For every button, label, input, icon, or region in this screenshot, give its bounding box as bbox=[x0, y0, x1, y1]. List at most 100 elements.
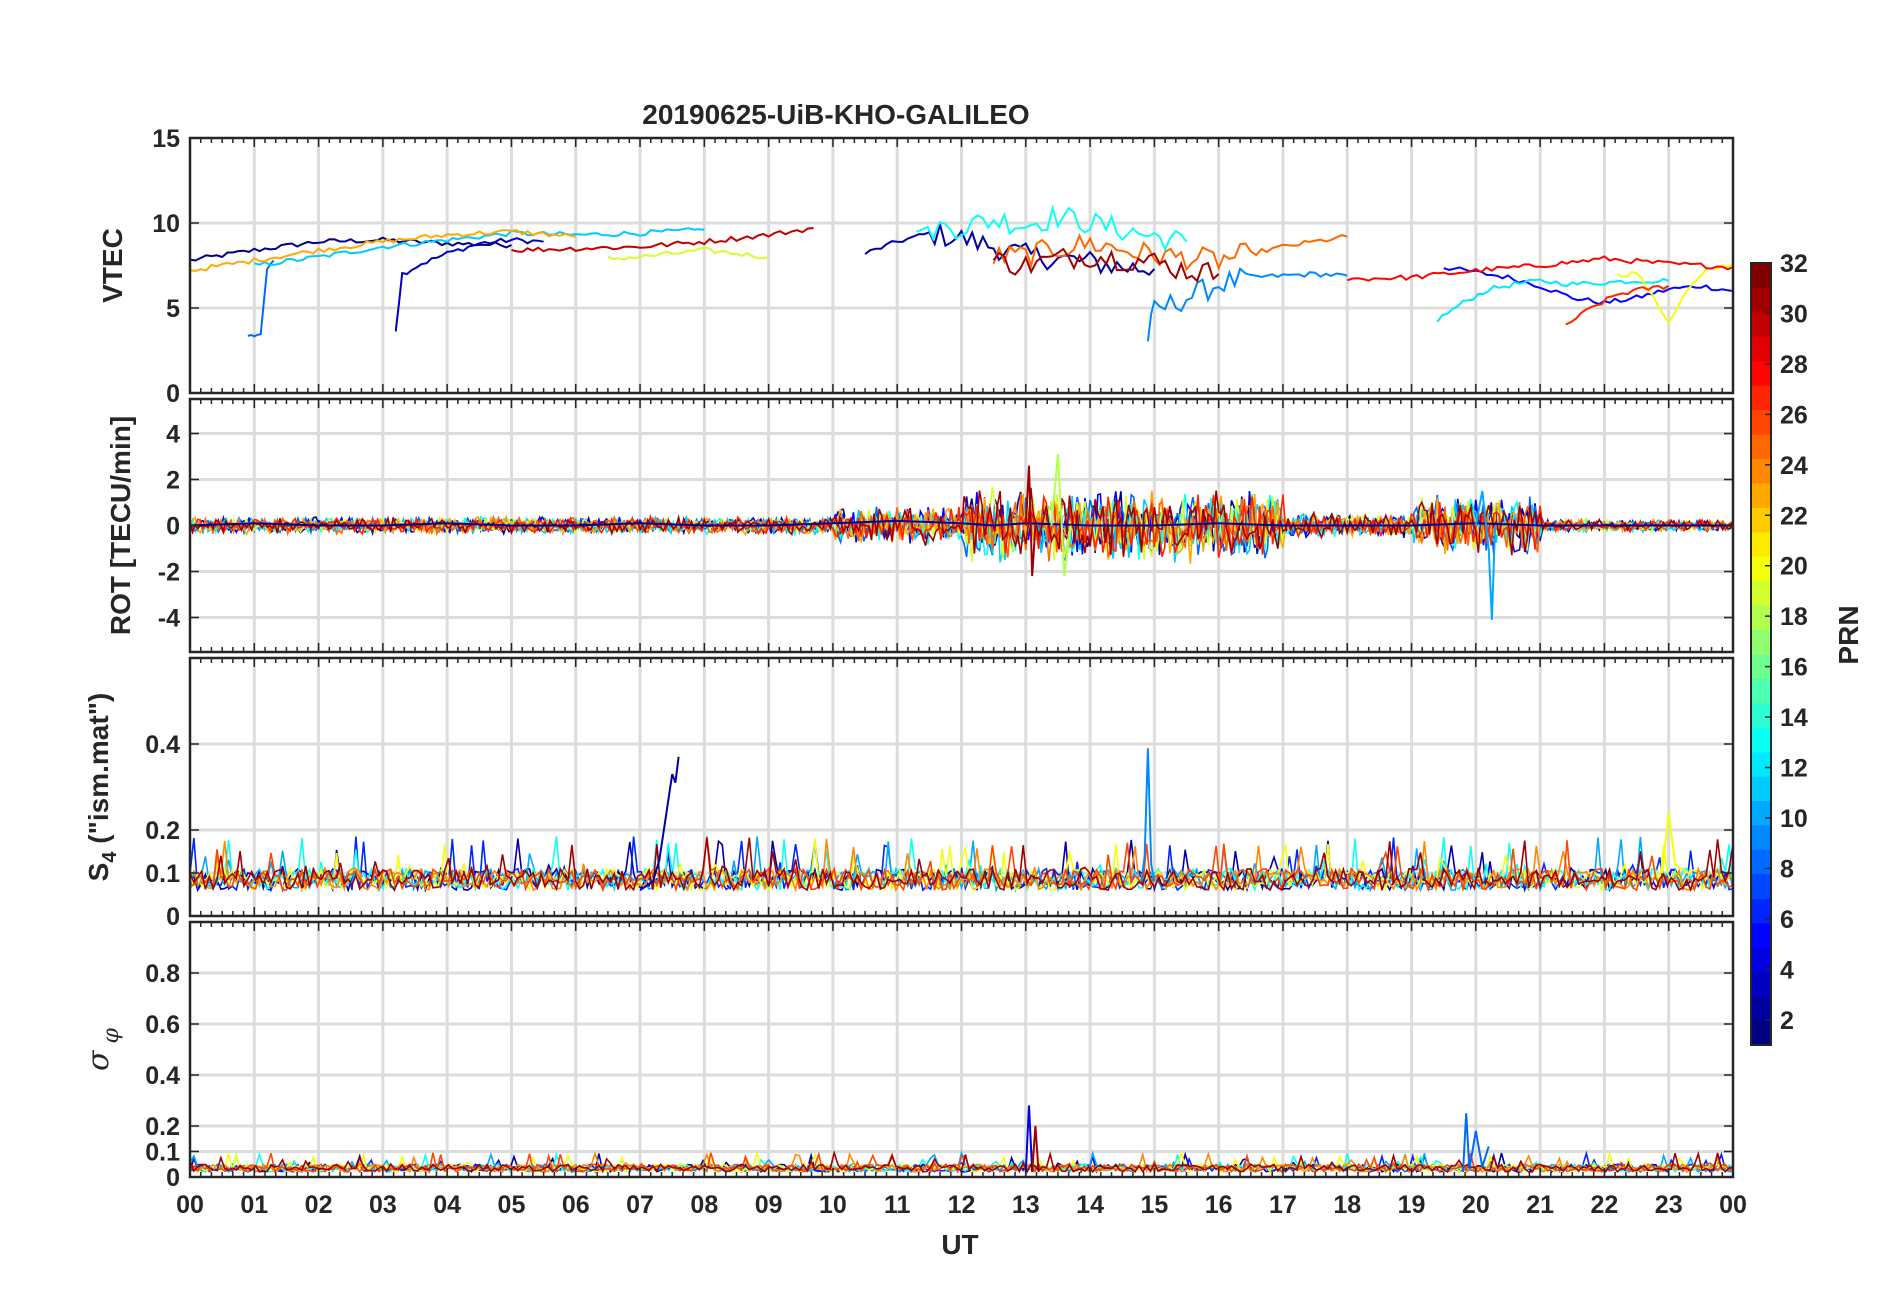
colorbar-box bbox=[1750, 262, 1772, 1046]
y-axis-label: S4 ("ism.mat") bbox=[83, 693, 121, 882]
x-tick-label: 10 bbox=[819, 1191, 847, 1219]
x-tick-label: 01 bbox=[240, 1191, 268, 1219]
x-tick-label: 21 bbox=[1526, 1191, 1554, 1219]
colorbar-segment bbox=[1751, 971, 1771, 997]
colorbar-tick-label: 30 bbox=[1780, 300, 1808, 328]
series-prn-9 bbox=[1140, 748, 1156, 882]
y-axis-label: σ φ bbox=[81, 1027, 124, 1070]
series-prn-31 bbox=[1024, 465, 1037, 577]
y-tick-label: -4 bbox=[158, 605, 180, 633]
y-tick-label: 0 bbox=[166, 903, 180, 931]
y-tick-label: 0.1 bbox=[145, 860, 180, 888]
x-tick-label: 05 bbox=[498, 1191, 526, 1219]
series-prn-20 bbox=[1661, 812, 1689, 874]
colorbar-tick-label: 16 bbox=[1780, 654, 1808, 682]
baseline-trace bbox=[190, 837, 1733, 892]
colorbar-segment bbox=[1751, 507, 1771, 533]
colorbar-segment bbox=[1751, 434, 1771, 459]
x-tick-label: 08 bbox=[690, 1191, 718, 1219]
colorbar-tick-label: 18 bbox=[1780, 603, 1808, 631]
x-tick-label: 04 bbox=[433, 1191, 461, 1219]
x-tick-label: 00 bbox=[1719, 1191, 1747, 1219]
colorbar-label: PRN bbox=[1833, 605, 1864, 664]
x-tick-label: 20 bbox=[1462, 1191, 1490, 1219]
colorbar-segment bbox=[1751, 996, 1771, 1022]
colorbar-segment bbox=[1751, 898, 1771, 924]
y-tick-label: 0.6 bbox=[145, 1011, 180, 1039]
y-tick-label: 0.4 bbox=[145, 731, 180, 759]
y-tick-label: 4 bbox=[166, 421, 180, 449]
y-tick-label: 15 bbox=[152, 125, 180, 153]
series-prn-27 bbox=[1565, 284, 1670, 326]
colorbar-segment bbox=[1751, 751, 1771, 777]
colorbar-segment bbox=[1751, 556, 1771, 582]
x-tick-label: 13 bbox=[1012, 1191, 1040, 1219]
colorbar-tick-label: 20 bbox=[1780, 553, 1808, 581]
colorbar-tick-label: 28 bbox=[1780, 351, 1808, 379]
colorbar-segment bbox=[1751, 873, 1771, 899]
y-tick-label: 10 bbox=[152, 210, 180, 238]
colorbar-segment bbox=[1751, 800, 1771, 826]
x-tick-label: 23 bbox=[1655, 1191, 1683, 1219]
colorbar-segment bbox=[1751, 947, 1771, 973]
series-prn-25 bbox=[992, 233, 1348, 272]
y-axis-label: VTEC bbox=[97, 228, 128, 303]
colorbar-segment bbox=[1751, 311, 1771, 337]
series-prn-10 bbox=[1474, 490, 1497, 620]
x-tick-label: 19 bbox=[1398, 1191, 1426, 1219]
x-tick-label: 02 bbox=[305, 1191, 333, 1219]
s4-panel: 0 0.1 0.2 0.4 S4 ("ism.mat") bbox=[83, 656, 1735, 931]
y-tick-label: 0.2 bbox=[145, 817, 180, 845]
rot-trace bbox=[190, 487, 1733, 557]
colorbar-segment bbox=[1751, 580, 1771, 606]
series-prn-5 bbox=[1443, 266, 1733, 306]
colorbar-tick-label: 14 bbox=[1780, 704, 1808, 732]
colorbar-segment bbox=[1751, 702, 1771, 728]
series-prn-4 bbox=[1024, 1105, 1034, 1172]
x-tick-label: 15 bbox=[1140, 1191, 1168, 1219]
vtec-panel: 0 5 10 15 VTEC bbox=[97, 125, 1735, 408]
series-prn-2 bbox=[639, 756, 680, 892]
colorbar-segment bbox=[1751, 1020, 1771, 1046]
x-tick-label: 07 bbox=[626, 1191, 654, 1219]
y-tick-label: -2 bbox=[158, 559, 180, 587]
colorbar-tick-label: 10 bbox=[1780, 805, 1808, 833]
x-tick-label: 12 bbox=[948, 1191, 976, 1219]
colorbar-segment bbox=[1751, 654, 1771, 679]
colorbar-segment bbox=[1751, 922, 1771, 948]
y-tick-label: 0.2 bbox=[145, 1113, 180, 1141]
colorbar-segment bbox=[1751, 727, 1771, 753]
x-tick-labels: 00 01 02 03 04 05 06 07 08 09 10 11 12 13 14 15 16 17 18 19… bbox=[176, 1191, 1747, 1219]
sigma-phi-panel: 00.10.2 0.4 0.6 0.8 σ φ bbox=[81, 920, 1735, 1192]
x-tick-label: 16 bbox=[1205, 1191, 1233, 1219]
colorbar-tick-label: 24 bbox=[1780, 452, 1808, 480]
y-axis-label: ROT [TECU/min] bbox=[105, 416, 136, 635]
colorbar-segment bbox=[1751, 385, 1771, 411]
series-prn-28 bbox=[1346, 255, 1733, 282]
y-tick-label: 0 bbox=[166, 1164, 180, 1192]
x-tick-label: 00 bbox=[176, 1191, 204, 1219]
series-prn-23 bbox=[190, 229, 576, 273]
series-prn-19 bbox=[607, 246, 769, 261]
series-prn-2 bbox=[190, 519, 1733, 527]
chart-title: 20190625-UiB-KHO-GALILEO bbox=[642, 99, 1029, 130]
colorbar-segment bbox=[1751, 605, 1771, 631]
y-tick-label: 0 bbox=[166, 380, 180, 408]
colorbar-tick-label: 6 bbox=[1780, 906, 1794, 934]
x-tick-label: 11 bbox=[884, 1191, 911, 1219]
colorbar-segment bbox=[1751, 287, 1771, 313]
series-prn-9 bbox=[1146, 267, 1348, 342]
series-prn-13 bbox=[916, 204, 1188, 252]
series-prn-8 bbox=[247, 259, 275, 338]
rot-panel: -4 -2 0 2 4 ROT [TECU/min] bbox=[105, 397, 1735, 654]
x-tick-label: 03 bbox=[369, 1191, 397, 1219]
colorbar-tick-label: 22 bbox=[1780, 502, 1808, 530]
colorbar-segment bbox=[1751, 531, 1771, 557]
colorbar-segment bbox=[1751, 336, 1771, 362]
colorbar-segment bbox=[1751, 458, 1771, 484]
y-tick-label: 2 bbox=[166, 467, 180, 495]
colorbar-tick-label: 32 bbox=[1780, 250, 1808, 278]
y-tick-label: 0.1 bbox=[145, 1139, 180, 1167]
series-prn-1 bbox=[190, 236, 512, 262]
colorbar-segment bbox=[1751, 776, 1771, 802]
